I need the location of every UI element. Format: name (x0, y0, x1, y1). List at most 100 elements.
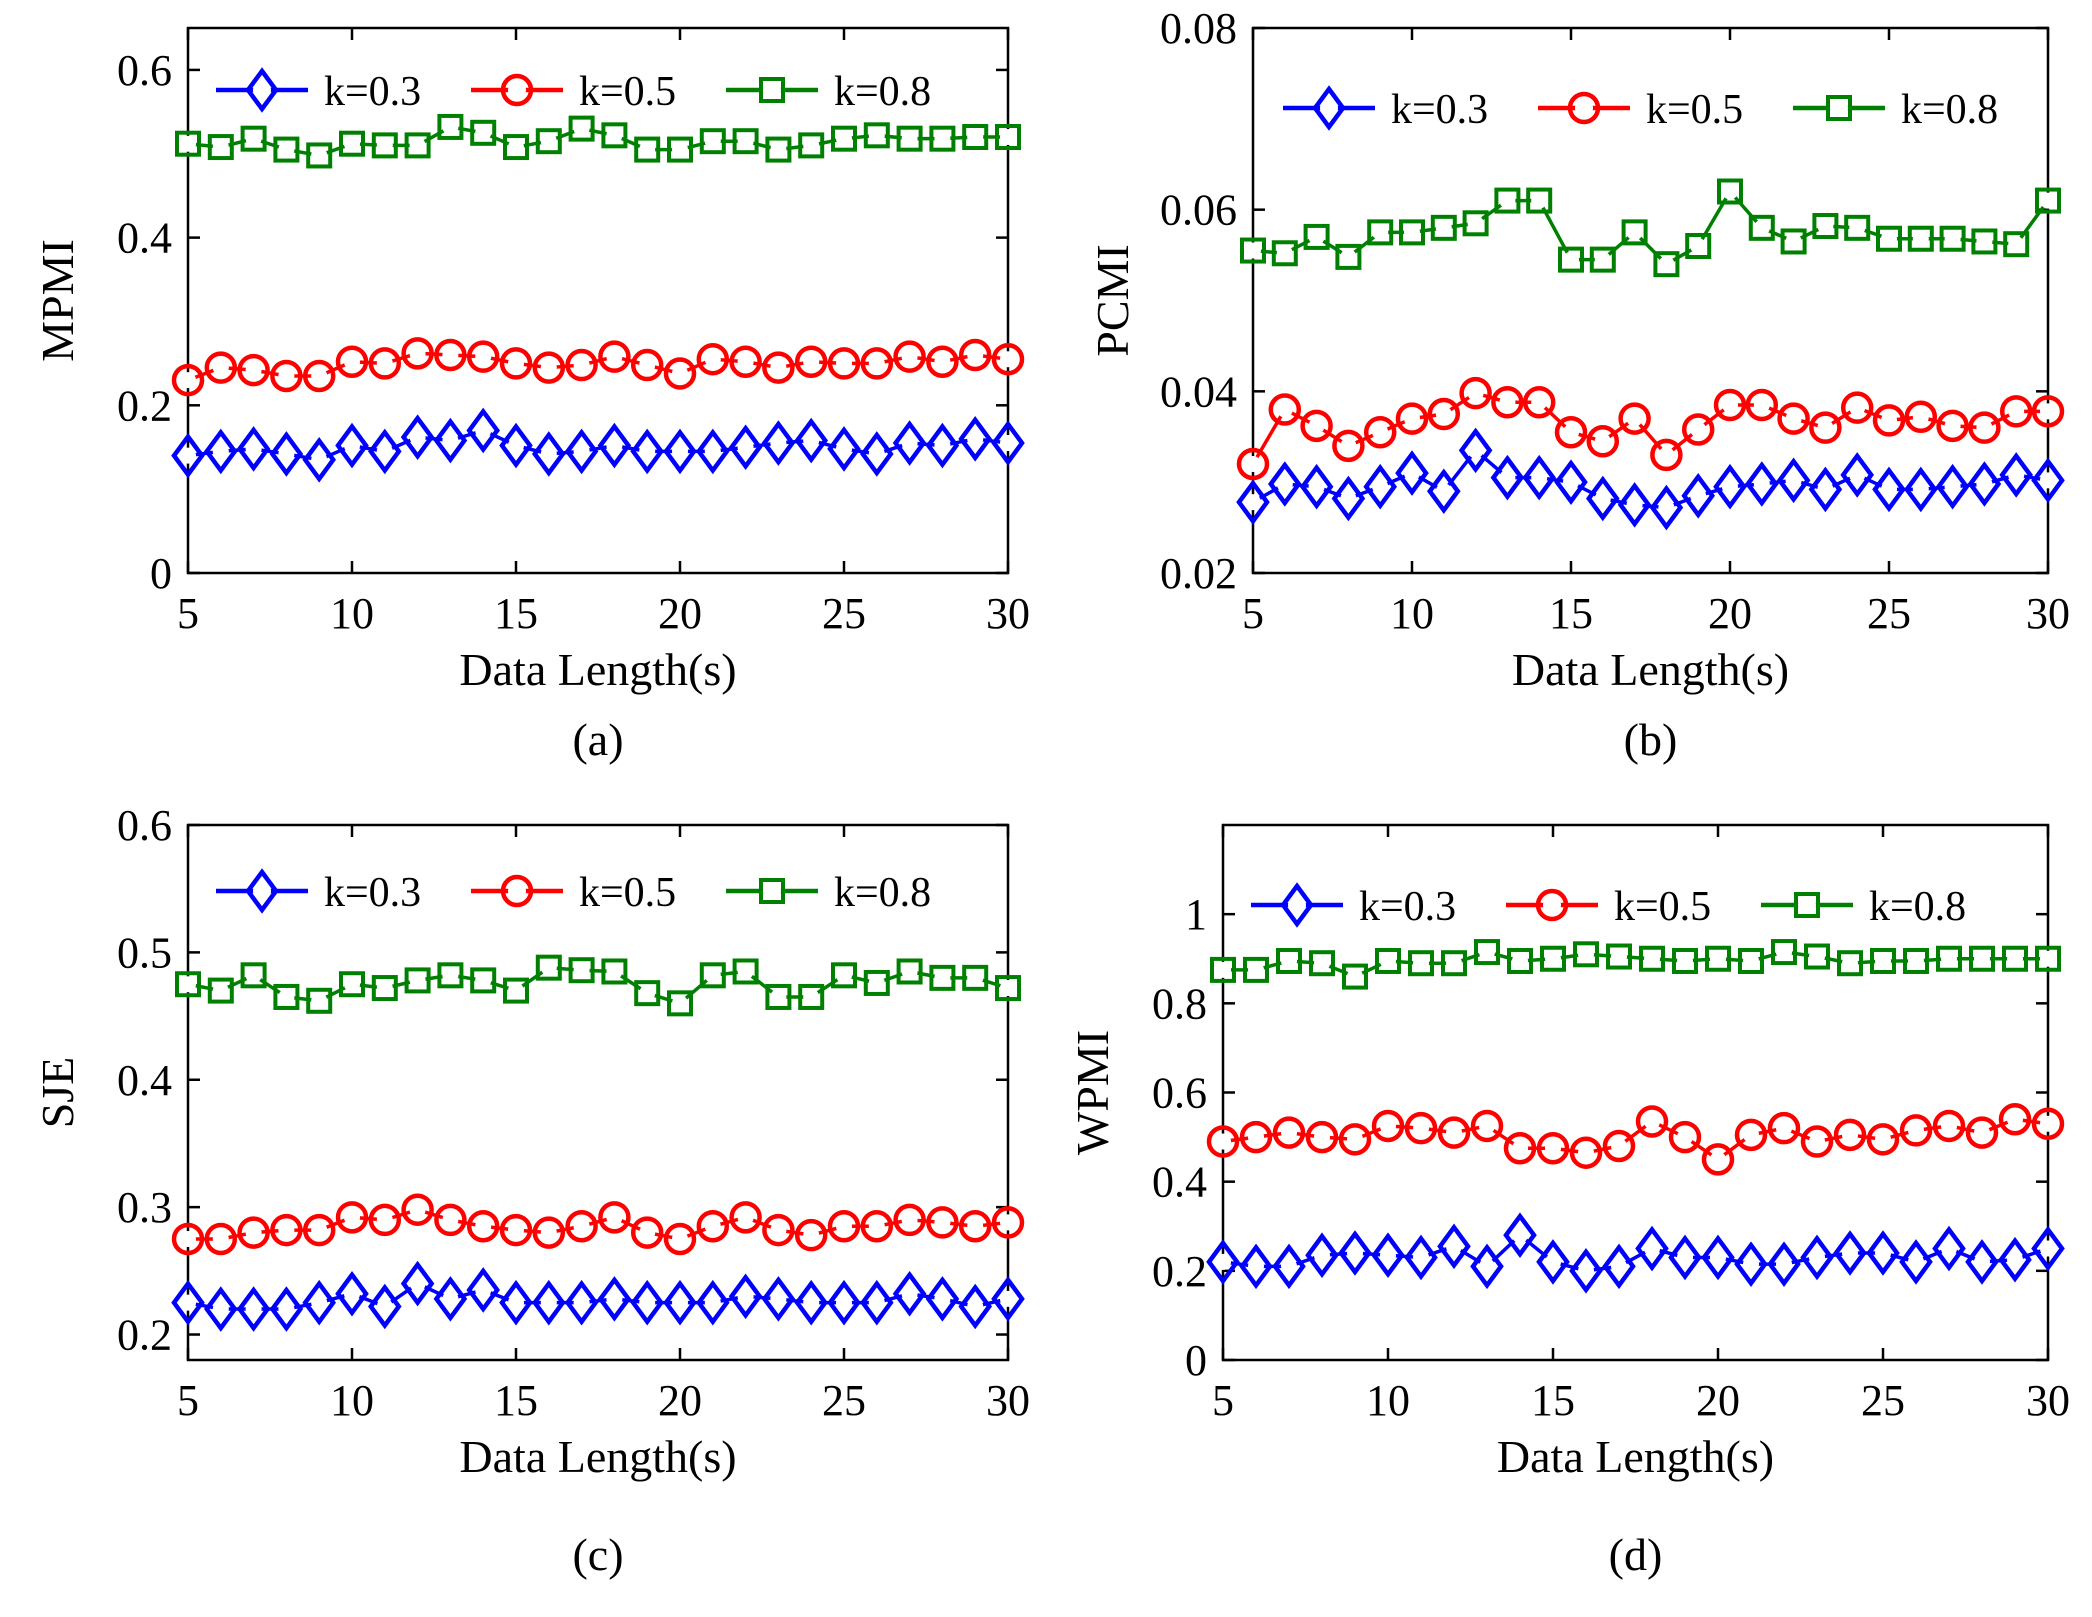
marker-backdrop (1710, 1151, 1726, 1168)
data-point-marker (1904, 466, 1938, 513)
marker-backdrop (212, 443, 229, 460)
data-point-marker (1767, 1241, 1801, 1287)
data-point-marker (466, 1210, 500, 1243)
marker-backdrop (1281, 1258, 1297, 1275)
marker-backdrop (1281, 952, 1297, 969)
data-point-marker (237, 1216, 270, 1249)
data-point-marker (794, 1218, 828, 1252)
data-point-marker (1305, 1232, 1339, 1279)
data-point-marker (466, 340, 500, 373)
data-point-marker (466, 1267, 500, 1313)
marker-backdrop (1308, 228, 1325, 245)
legend-label: k=0.3 (324, 69, 421, 115)
panel-label: (b) (1624, 714, 1678, 765)
data-point-marker (1618, 402, 1651, 435)
data-point-marker (1833, 1230, 1867, 1276)
marker-backdrop (1944, 417, 1961, 434)
data-point-marker (1653, 251, 1680, 278)
data-point-marker (860, 431, 894, 477)
data-point-marker (1602, 1129, 1636, 1163)
data-point-marker (1427, 397, 1461, 431)
marker-backdrop (1908, 1253, 1924, 1270)
data-point-marker (1299, 463, 1334, 510)
y-tick-label: 0.6 (117, 801, 172, 850)
marker-backdrop (2040, 192, 2056, 209)
marker-backdrop (1626, 224, 1643, 241)
marker-backdrop (2040, 1115, 2056, 1132)
y-tick-label: 0 (150, 549, 172, 598)
marker-backdrop (1710, 950, 1726, 967)
marker-backdrop (1776, 1256, 1792, 1273)
marker-backdrop (967, 347, 984, 363)
marker-backdrop (1245, 242, 1261, 259)
data-point-marker (995, 124, 1021, 150)
data-point-marker (1300, 409, 1333, 443)
marker-backdrop (803, 353, 820, 370)
marker-backdrop (2040, 403, 2056, 420)
marker-backdrop (1435, 406, 1452, 423)
marker-backdrop (704, 133, 721, 150)
y-axis-label: SJE (32, 1057, 83, 1129)
marker-backdrop (1626, 410, 1643, 427)
chart-panel: 5 10 15 20 25 30 0.02 0.04 0.06 0.08 Data Length(s… (1087, 4, 2070, 765)
marker-backdrop (836, 355, 852, 372)
data-point-marker (400, 414, 435, 460)
data-point-marker (1840, 391, 1874, 424)
legend-marker (759, 878, 785, 904)
data-point-marker (207, 134, 234, 161)
data-point-marker (1371, 1232, 1405, 1279)
data-point-marker (699, 128, 726, 155)
data-point-marker (273, 983, 300, 1010)
marker-backdrop (180, 372, 196, 389)
marker-backdrop (1545, 950, 1561, 967)
marker-backdrop (1512, 952, 1528, 969)
data-point-marker (1239, 1120, 1273, 1154)
data-point-marker (925, 422, 960, 469)
data-point-marker (991, 1206, 1025, 1239)
marker-backdrop (803, 988, 820, 1005)
legend: k=0.3 k=0.5 k=0.8 (1283, 85, 1998, 133)
data-point-marker (204, 1286, 238, 1332)
marker-backdrop (868, 445, 885, 462)
legend: k=0.3 k=0.5 k=0.8 (216, 67, 931, 115)
marker-backdrop (1817, 218, 1834, 235)
data-point-marker (728, 424, 763, 471)
y-tick-label: 0.5 (117, 928, 172, 977)
data-point-marker (1441, 950, 1467, 977)
legend-label: k=0.5 (1614, 884, 1711, 930)
marker-backdrop (278, 141, 295, 158)
marker-backdrop (278, 1222, 295, 1239)
data-point-marker (1767, 1111, 1801, 1145)
marker-backdrop (212, 982, 229, 999)
x-tick-label: 15 (1549, 589, 1593, 638)
series-k=0.8 (1240, 178, 2061, 278)
data-point-marker (1375, 947, 1401, 974)
marker-backdrop (1340, 248, 1357, 265)
y-tick-label: 0.02 (1160, 549, 1237, 598)
marker-backdrop (639, 443, 656, 460)
data-point-marker (925, 1276, 960, 1322)
data-point-marker (597, 1276, 632, 1322)
marker-backdrop (573, 120, 590, 137)
marker-backdrop (409, 345, 426, 362)
marker-backdrop (1944, 230, 1961, 247)
marker-backdrop (868, 355, 885, 372)
legend-item: k=0.8 (726, 870, 931, 916)
data-point-marker (171, 1222, 205, 1256)
data-point-marker (1569, 1136, 1603, 1169)
marker-backdrop (344, 437, 360, 454)
marker-backdrop (1976, 233, 1993, 250)
data-point-marker (1586, 425, 1620, 458)
marker-backdrop (1276, 475, 1293, 492)
marker-backdrop (704, 967, 721, 984)
data-point-marker (1748, 214, 1775, 241)
marker-backdrop (1314, 1247, 1330, 1264)
marker-backdrop (639, 357, 656, 374)
marker-backdrop (409, 137, 426, 154)
marker-backdrop (180, 447, 196, 464)
data-point-marker (1717, 178, 1743, 205)
data-point-marker (1606, 943, 1632, 970)
data-point-marker (1932, 1109, 1966, 1143)
data-point-marker (991, 1276, 1025, 1322)
data-point-marker (1437, 1116, 1471, 1149)
